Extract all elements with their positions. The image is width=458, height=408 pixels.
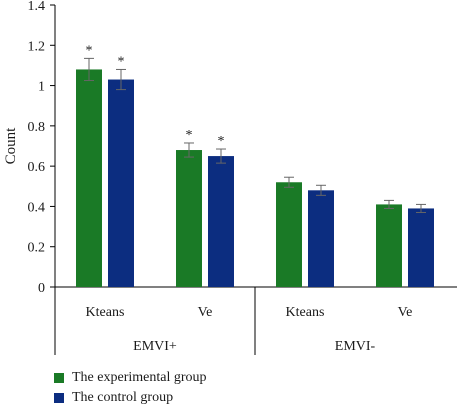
group-label: EMVI+ xyxy=(133,339,177,354)
legend-label-experimental: The experimental group xyxy=(72,370,207,385)
bar-control xyxy=(208,156,234,287)
y-tick-label: 0.8 xyxy=(28,120,46,135)
y-tick-label: 1.4 xyxy=(28,0,46,14)
y-tick-label: 1.2 xyxy=(28,39,46,54)
bar-experimental xyxy=(76,69,102,287)
bar-experimental xyxy=(276,182,302,287)
bar-control xyxy=(108,79,134,288)
bars xyxy=(76,57,434,288)
significance-marker: * xyxy=(86,43,93,58)
y-tick-label: 0.4 xyxy=(28,200,46,215)
x-tick-label: Kteans xyxy=(286,305,325,320)
legend-swatch-control xyxy=(54,393,64,403)
bar-control xyxy=(408,208,434,287)
labels: 0 0.2 0.4 0.6 0.8 1 1.2 1.4 Count * * * * Kteans Ve Kte… xyxy=(3,0,412,354)
x-tick-label: Kteans xyxy=(86,305,125,320)
bar-experimental xyxy=(176,150,202,287)
bar-experimental xyxy=(376,204,402,287)
legend-item-experimental: The experimental group xyxy=(54,368,207,388)
significance-marker: * xyxy=(218,134,225,149)
x-tick-label: Ve xyxy=(398,305,413,320)
significance-marker: * xyxy=(186,128,193,143)
legend-swatch-experimental xyxy=(54,373,64,383)
y-tick-label: 0 xyxy=(38,281,45,296)
y-axis-label: Count xyxy=(3,127,19,165)
significance-marker: * xyxy=(118,54,125,69)
legend: The experimental group The control group xyxy=(54,368,207,408)
bar-control xyxy=(308,190,334,287)
y-tick-label: 0.6 xyxy=(28,160,46,175)
group-label: EMVI- xyxy=(335,339,376,354)
y-tick-label: 1 xyxy=(38,80,45,95)
x-tick-label: Ve xyxy=(198,305,213,320)
legend-label-control: The control group xyxy=(72,390,174,405)
legend-item-control: The control group xyxy=(54,388,207,408)
y-tick-label: 0.2 xyxy=(28,241,46,256)
